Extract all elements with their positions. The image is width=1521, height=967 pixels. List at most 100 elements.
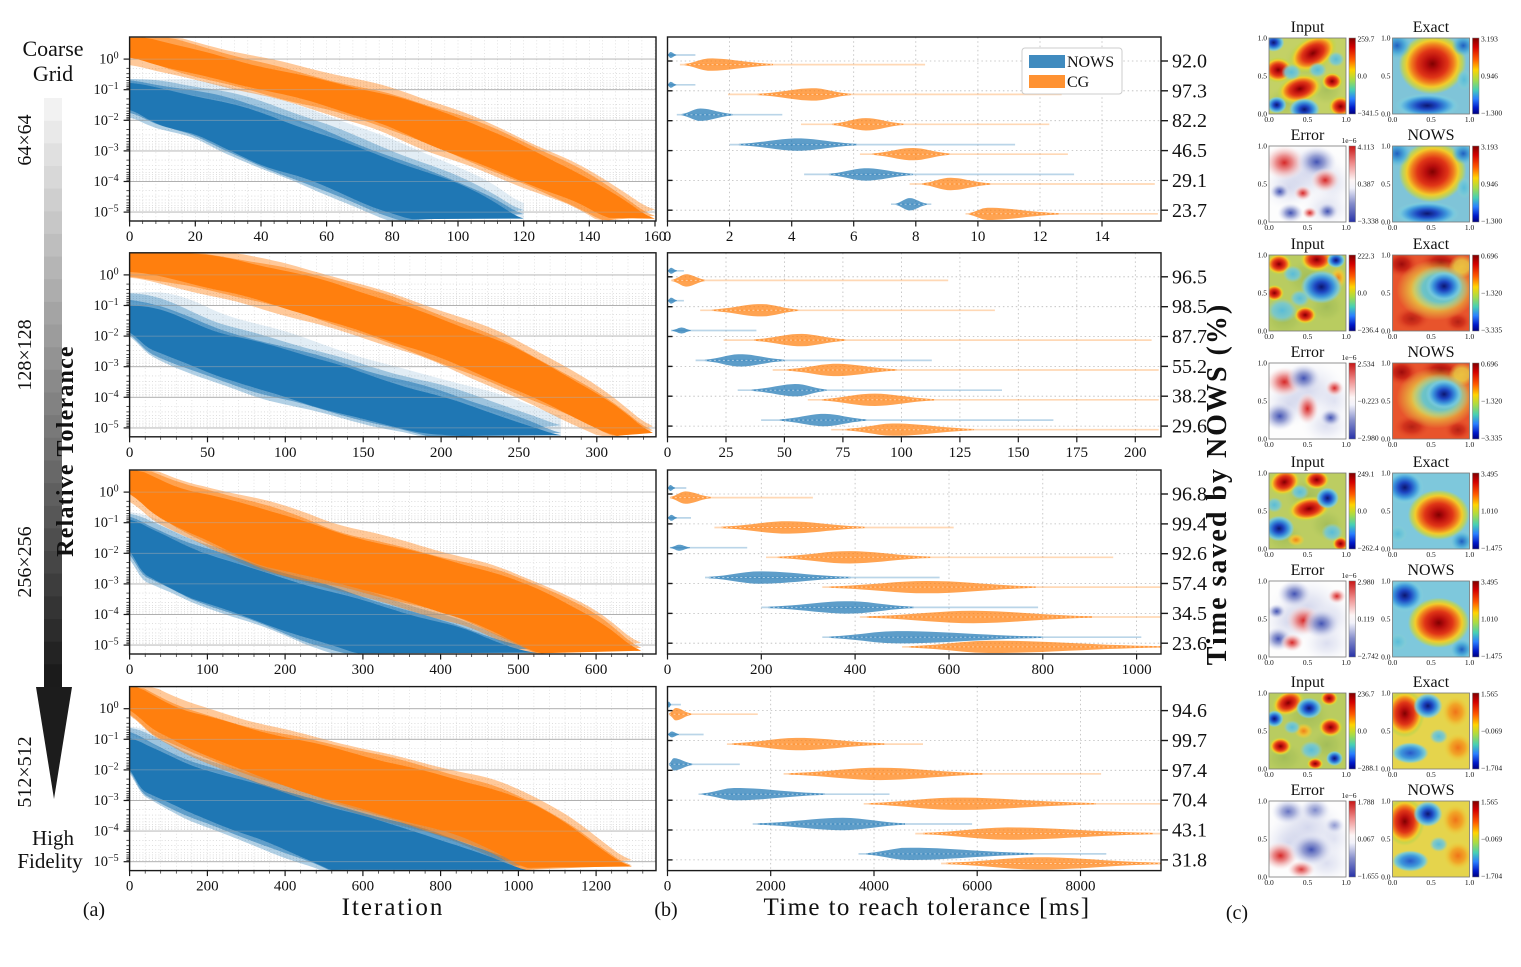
svg-text:0.0: 0.0 bbox=[1264, 770, 1274, 779]
svg-text:0.5: 0.5 bbox=[1258, 835, 1268, 844]
svg-text:0.5: 0.5 bbox=[1303, 770, 1313, 779]
svg-text:0.696: 0.696 bbox=[1481, 360, 1498, 369]
svg-text:0.0: 0.0 bbox=[1264, 440, 1274, 449]
svg-text:0.946: 0.946 bbox=[1481, 180, 1498, 189]
svg-text:Input: Input bbox=[1291, 19, 1325, 36]
svg-text:1.010: 1.010 bbox=[1481, 615, 1498, 624]
svg-text:1.0: 1.0 bbox=[1341, 878, 1351, 887]
svg-text:0.0: 0.0 bbox=[1381, 110, 1391, 119]
svg-text:−1.320: −1.320 bbox=[1481, 397, 1502, 406]
svg-text:0.0: 0.0 bbox=[1381, 653, 1391, 662]
svg-text:1.0: 1.0 bbox=[1258, 251, 1268, 260]
svg-text:1.0: 1.0 bbox=[1381, 689, 1391, 698]
svg-text:0.5: 0.5 bbox=[1303, 878, 1313, 887]
svg-text:1.0: 1.0 bbox=[1465, 440, 1475, 449]
svg-text:0.5: 0.5 bbox=[1426, 550, 1436, 559]
svg-text:0.5: 0.5 bbox=[1258, 289, 1268, 298]
svg-text:0.5: 0.5 bbox=[1381, 72, 1391, 81]
svg-text:1.0: 1.0 bbox=[1341, 550, 1351, 559]
svg-text:(b): (b) bbox=[654, 899, 677, 921]
svg-text:2: 2 bbox=[726, 229, 734, 245]
svg-text:600: 600 bbox=[585, 662, 608, 678]
svg-text:Input: Input bbox=[1291, 454, 1325, 471]
svg-text:Exact: Exact bbox=[1413, 674, 1450, 691]
svg-text:0.5: 0.5 bbox=[1426, 332, 1436, 341]
svg-text:0.5: 0.5 bbox=[1303, 223, 1313, 232]
svg-text:0.0: 0.0 bbox=[1388, 550, 1398, 559]
svg-text:Exact: Exact bbox=[1413, 454, 1450, 471]
svg-text:4000: 4000 bbox=[859, 879, 889, 895]
svg-text:0.0: 0.0 bbox=[1381, 873, 1391, 882]
svg-text:Fidelity: Fidelity bbox=[17, 849, 83, 873]
svg-text:12: 12 bbox=[1033, 229, 1048, 245]
svg-text:0.0: 0.0 bbox=[1264, 878, 1274, 887]
svg-text:0.0: 0.0 bbox=[1358, 72, 1368, 81]
svg-text:38.2: 38.2 bbox=[1172, 386, 1207, 408]
svg-text:1.010: 1.010 bbox=[1481, 507, 1498, 516]
svg-text:0.0: 0.0 bbox=[1258, 653, 1268, 662]
svg-text:8: 8 bbox=[912, 229, 920, 245]
svg-text:0.5: 0.5 bbox=[1426, 223, 1436, 232]
svg-text:250: 250 bbox=[508, 445, 531, 461]
svg-text:1e−6: 1e−6 bbox=[1341, 353, 1356, 362]
svg-text:94.6: 94.6 bbox=[1172, 700, 1207, 722]
svg-text:1.565: 1.565 bbox=[1481, 690, 1498, 699]
svg-text:Error: Error bbox=[1291, 562, 1325, 579]
svg-text:0.5: 0.5 bbox=[1303, 115, 1313, 124]
svg-text:2.980: 2.980 bbox=[1358, 578, 1375, 587]
svg-text:−1.475: −1.475 bbox=[1481, 544, 1502, 553]
svg-text:29.1: 29.1 bbox=[1172, 170, 1207, 192]
svg-text:Error: Error bbox=[1291, 127, 1325, 144]
svg-text:249.1: 249.1 bbox=[1358, 470, 1375, 479]
svg-text:Relative Tolerance: Relative Tolerance bbox=[53, 345, 79, 557]
svg-text:1.0: 1.0 bbox=[1341, 223, 1351, 232]
svg-text:0.5: 0.5 bbox=[1258, 507, 1268, 516]
svg-text:CG: CG bbox=[1067, 74, 1090, 91]
svg-text:1e−6: 1e−6 bbox=[1341, 571, 1356, 580]
svg-text:600: 600 bbox=[938, 662, 961, 678]
svg-text:Time to reach tolerance [ms]: Time to reach tolerance [ms] bbox=[763, 894, 1090, 921]
svg-text:0.5: 0.5 bbox=[1258, 397, 1268, 406]
svg-text:0.5: 0.5 bbox=[1426, 440, 1436, 449]
svg-text:400: 400 bbox=[429, 662, 452, 678]
svg-text:NOWS: NOWS bbox=[1407, 562, 1454, 579]
svg-text:0: 0 bbox=[126, 445, 134, 461]
svg-text:3.495: 3.495 bbox=[1481, 578, 1498, 587]
svg-text:0: 0 bbox=[664, 879, 672, 895]
svg-text:1.0: 1.0 bbox=[1341, 770, 1351, 779]
svg-text:1e−6: 1e−6 bbox=[1341, 136, 1356, 145]
svg-text:175: 175 bbox=[1066, 445, 1089, 461]
svg-text:200: 200 bbox=[1124, 445, 1147, 461]
svg-text:4: 4 bbox=[788, 229, 796, 245]
svg-text:0.5: 0.5 bbox=[1426, 658, 1436, 667]
svg-text:6: 6 bbox=[850, 229, 858, 245]
svg-text:100: 100 bbox=[890, 445, 913, 461]
svg-text:0.946: 0.946 bbox=[1481, 72, 1498, 81]
svg-text:−288.1: −288.1 bbox=[1358, 764, 1379, 773]
svg-text:1.565: 1.565 bbox=[1481, 798, 1498, 807]
svg-text:60: 60 bbox=[319, 229, 334, 245]
svg-text:0.5: 0.5 bbox=[1303, 440, 1313, 449]
svg-text:−3.335: −3.335 bbox=[1481, 434, 1502, 443]
svg-text:23.6: 23.6 bbox=[1172, 633, 1207, 655]
svg-text:(c): (c) bbox=[1226, 902, 1248, 924]
svg-text:100: 100 bbox=[447, 229, 470, 245]
svg-text:1.0: 1.0 bbox=[1258, 469, 1268, 478]
svg-text:0.067: 0.067 bbox=[1358, 835, 1375, 844]
svg-text:3.495: 3.495 bbox=[1481, 470, 1498, 479]
svg-text:−341.5: −341.5 bbox=[1358, 109, 1379, 118]
svg-text:31.8: 31.8 bbox=[1172, 849, 1207, 871]
svg-text:1.0: 1.0 bbox=[1465, 550, 1475, 559]
svg-text:97.3: 97.3 bbox=[1172, 80, 1207, 102]
svg-text:0: 0 bbox=[664, 662, 672, 678]
svg-text:0.5: 0.5 bbox=[1258, 727, 1268, 736]
svg-text:0.5: 0.5 bbox=[1381, 615, 1391, 624]
svg-text:222.3: 222.3 bbox=[1358, 252, 1375, 261]
svg-text:1.0: 1.0 bbox=[1465, 878, 1475, 887]
svg-text:0.5: 0.5 bbox=[1303, 332, 1313, 341]
svg-text:400: 400 bbox=[274, 879, 297, 895]
svg-text:87.7: 87.7 bbox=[1172, 326, 1207, 348]
svg-text:Input: Input bbox=[1291, 236, 1325, 253]
svg-text:0.0: 0.0 bbox=[1258, 110, 1268, 119]
svg-text:1.0: 1.0 bbox=[1341, 115, 1351, 124]
